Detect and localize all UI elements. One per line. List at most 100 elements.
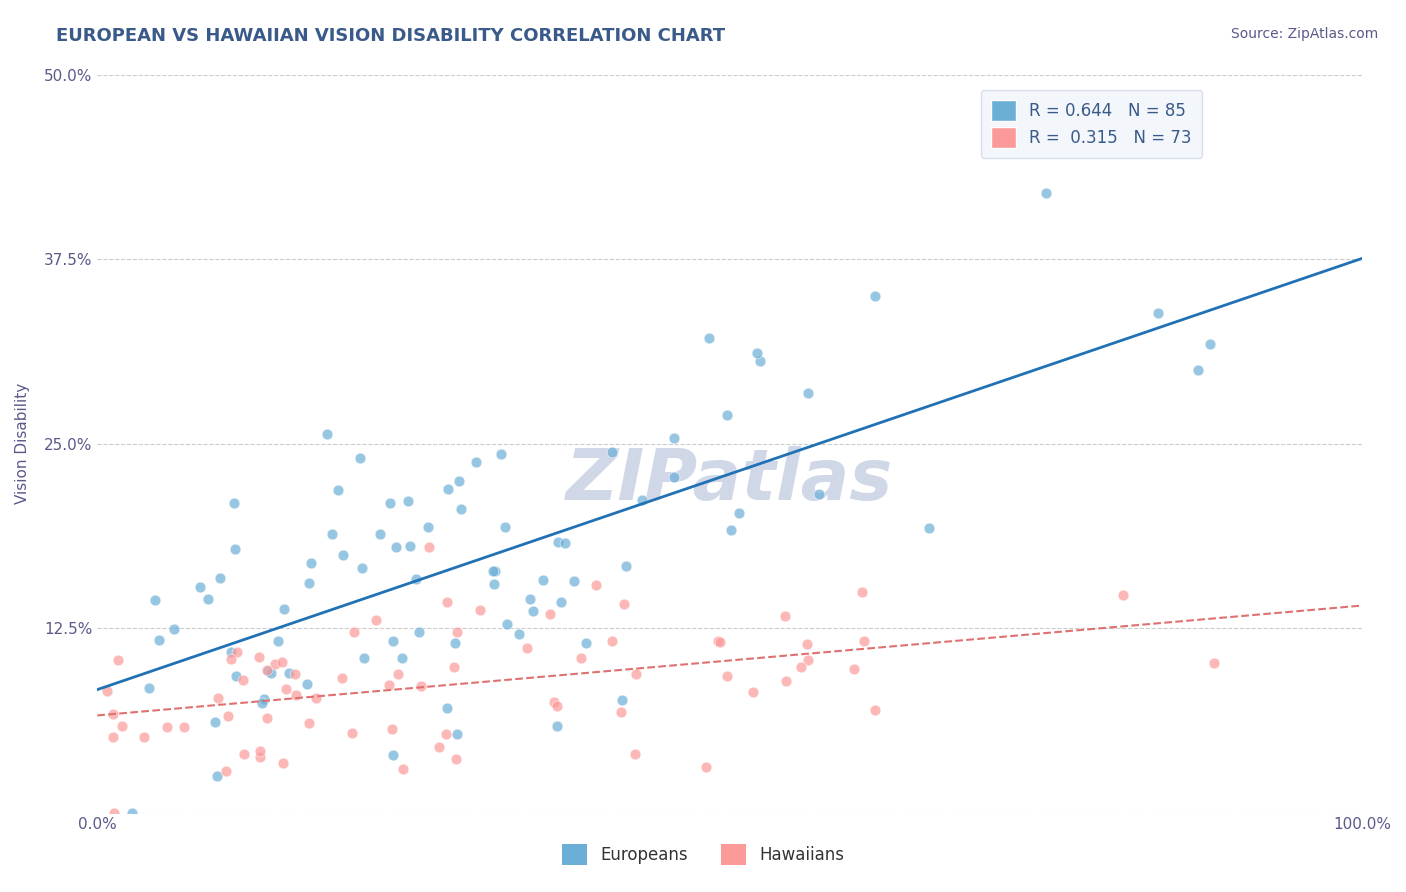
Point [173,720,195,734]
Point [132,730,155,744]
Point [273,602,295,616]
Point [163,622,186,636]
Point [446,727,468,741]
Text: EUROPEAN VS HAWAIIAN VISION DISABILITY CORRELATION CHART: EUROPEAN VS HAWAIIAN VISION DISABILITY C… [56,27,725,45]
Point [863,703,886,717]
Point [156,721,179,735]
Point [614,559,637,574]
Point [745,346,768,360]
Point [271,655,294,669]
Point [631,492,654,507]
Point [264,657,287,671]
Point [298,575,321,590]
Point [96,684,118,698]
Point [250,696,273,710]
Point [863,289,886,303]
Point [101,731,124,745]
Point [842,662,865,676]
Point [399,540,422,554]
Point [368,526,391,541]
Point [624,667,647,681]
Point [378,678,401,692]
Point [378,496,401,510]
Point [728,506,751,520]
Point [797,386,820,401]
Point [496,617,519,632]
Point [224,496,246,510]
Point [610,693,633,707]
Point [562,574,585,588]
Point [436,701,458,715]
Point [224,541,246,556]
Point [662,470,685,484]
Point [233,747,256,761]
Point [315,426,337,441]
Point [321,527,343,541]
Point [207,690,229,705]
Legend: R = 0.644   N = 85, R =  0.315   N = 73: R = 0.644 N = 85, R = 0.315 N = 73 [981,90,1202,158]
Point [278,665,301,680]
Point [585,578,607,592]
Point [602,634,624,648]
Point [305,691,328,706]
Point [226,645,249,659]
Point [796,637,818,651]
Point [232,673,254,687]
Point [695,759,717,773]
Point [522,603,544,617]
Point [508,627,530,641]
Point [775,673,797,688]
Point [464,455,486,469]
Point [256,663,278,677]
Point [225,669,247,683]
Point [484,577,506,591]
Point [484,564,506,578]
Point [494,520,516,534]
Point [219,645,242,659]
Point [1147,306,1170,320]
Point [437,482,460,496]
Point [450,502,472,516]
Point [350,561,373,575]
Point [405,572,427,586]
Point [1187,362,1209,376]
Point [1202,656,1225,670]
Point [575,636,598,650]
Point [699,331,721,345]
Point [332,549,354,563]
Point [330,671,353,685]
Point [267,634,290,648]
Point [444,752,467,766]
Point [470,603,492,617]
Point [384,540,406,554]
Point [531,573,554,587]
Point [546,719,568,733]
Point [107,653,129,667]
Point [138,681,160,696]
Point [546,699,568,714]
Point [720,524,742,538]
Point [111,719,134,733]
Point [205,769,228,783]
Point [381,747,404,762]
Point [436,595,458,609]
Point [418,520,440,534]
Point [408,625,430,640]
Point [364,613,387,627]
Point [516,641,538,656]
Point [295,677,318,691]
Point [391,650,413,665]
Point [257,664,280,678]
Point [550,595,572,609]
Point [188,580,211,594]
Point [274,681,297,696]
Point [434,727,457,741]
Point [449,474,471,488]
Point [197,591,219,606]
Legend: Europeans, Hawaiians: Europeans, Hawaiians [551,834,855,875]
Point [610,705,633,719]
Point [716,409,738,423]
Point [418,540,440,554]
Point [326,483,349,497]
Point [543,695,565,709]
